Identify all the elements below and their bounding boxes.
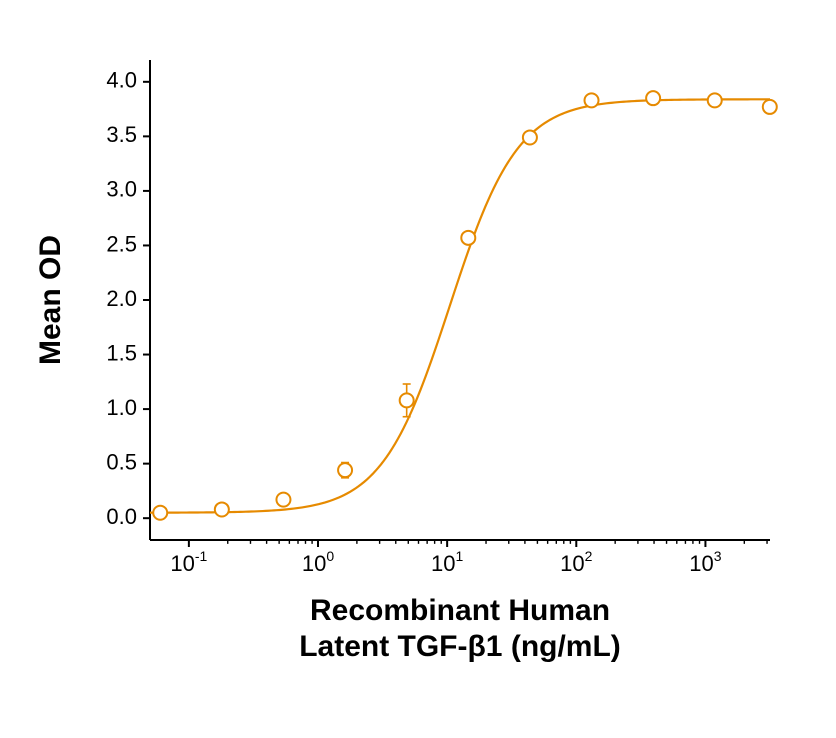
x-axis-label-line2: Latent TGF-β1 (ng/mL)	[299, 630, 621, 663]
data-point-marker	[338, 463, 352, 477]
data-point-marker	[215, 502, 229, 516]
data-point-marker	[708, 93, 722, 107]
data-point-marker	[276, 493, 290, 507]
data-point-marker	[400, 393, 414, 407]
y-tick-label: 1.5	[106, 340, 137, 365]
y-tick-label: 0.5	[106, 449, 137, 474]
y-tick-label: 3.0	[106, 177, 137, 202]
data-point-marker	[153, 506, 167, 520]
dose-response-chart: 0.00.51.01.52.02.53.03.54.010-1100101102…	[0, 0, 836, 738]
y-tick-label: 0.0	[106, 504, 137, 529]
y-tick-label: 2.5	[106, 231, 137, 256]
y-tick-label: 3.5	[106, 122, 137, 147]
data-point-marker	[646, 91, 660, 105]
x-axis-label-line1: Recombinant Human	[310, 594, 610, 627]
y-tick-label: 4.0	[106, 68, 137, 93]
data-point-marker	[523, 130, 537, 144]
data-point-marker	[763, 100, 777, 114]
y-axis-label: Mean OD	[34, 235, 67, 365]
y-tick-label: 1.0	[106, 395, 137, 420]
chart-svg: 0.00.51.01.52.02.53.03.54.010-1100101102…	[0, 0, 836, 738]
y-tick-label: 2.0	[106, 286, 137, 311]
data-point-marker	[585, 93, 599, 107]
data-point-marker	[461, 231, 475, 245]
